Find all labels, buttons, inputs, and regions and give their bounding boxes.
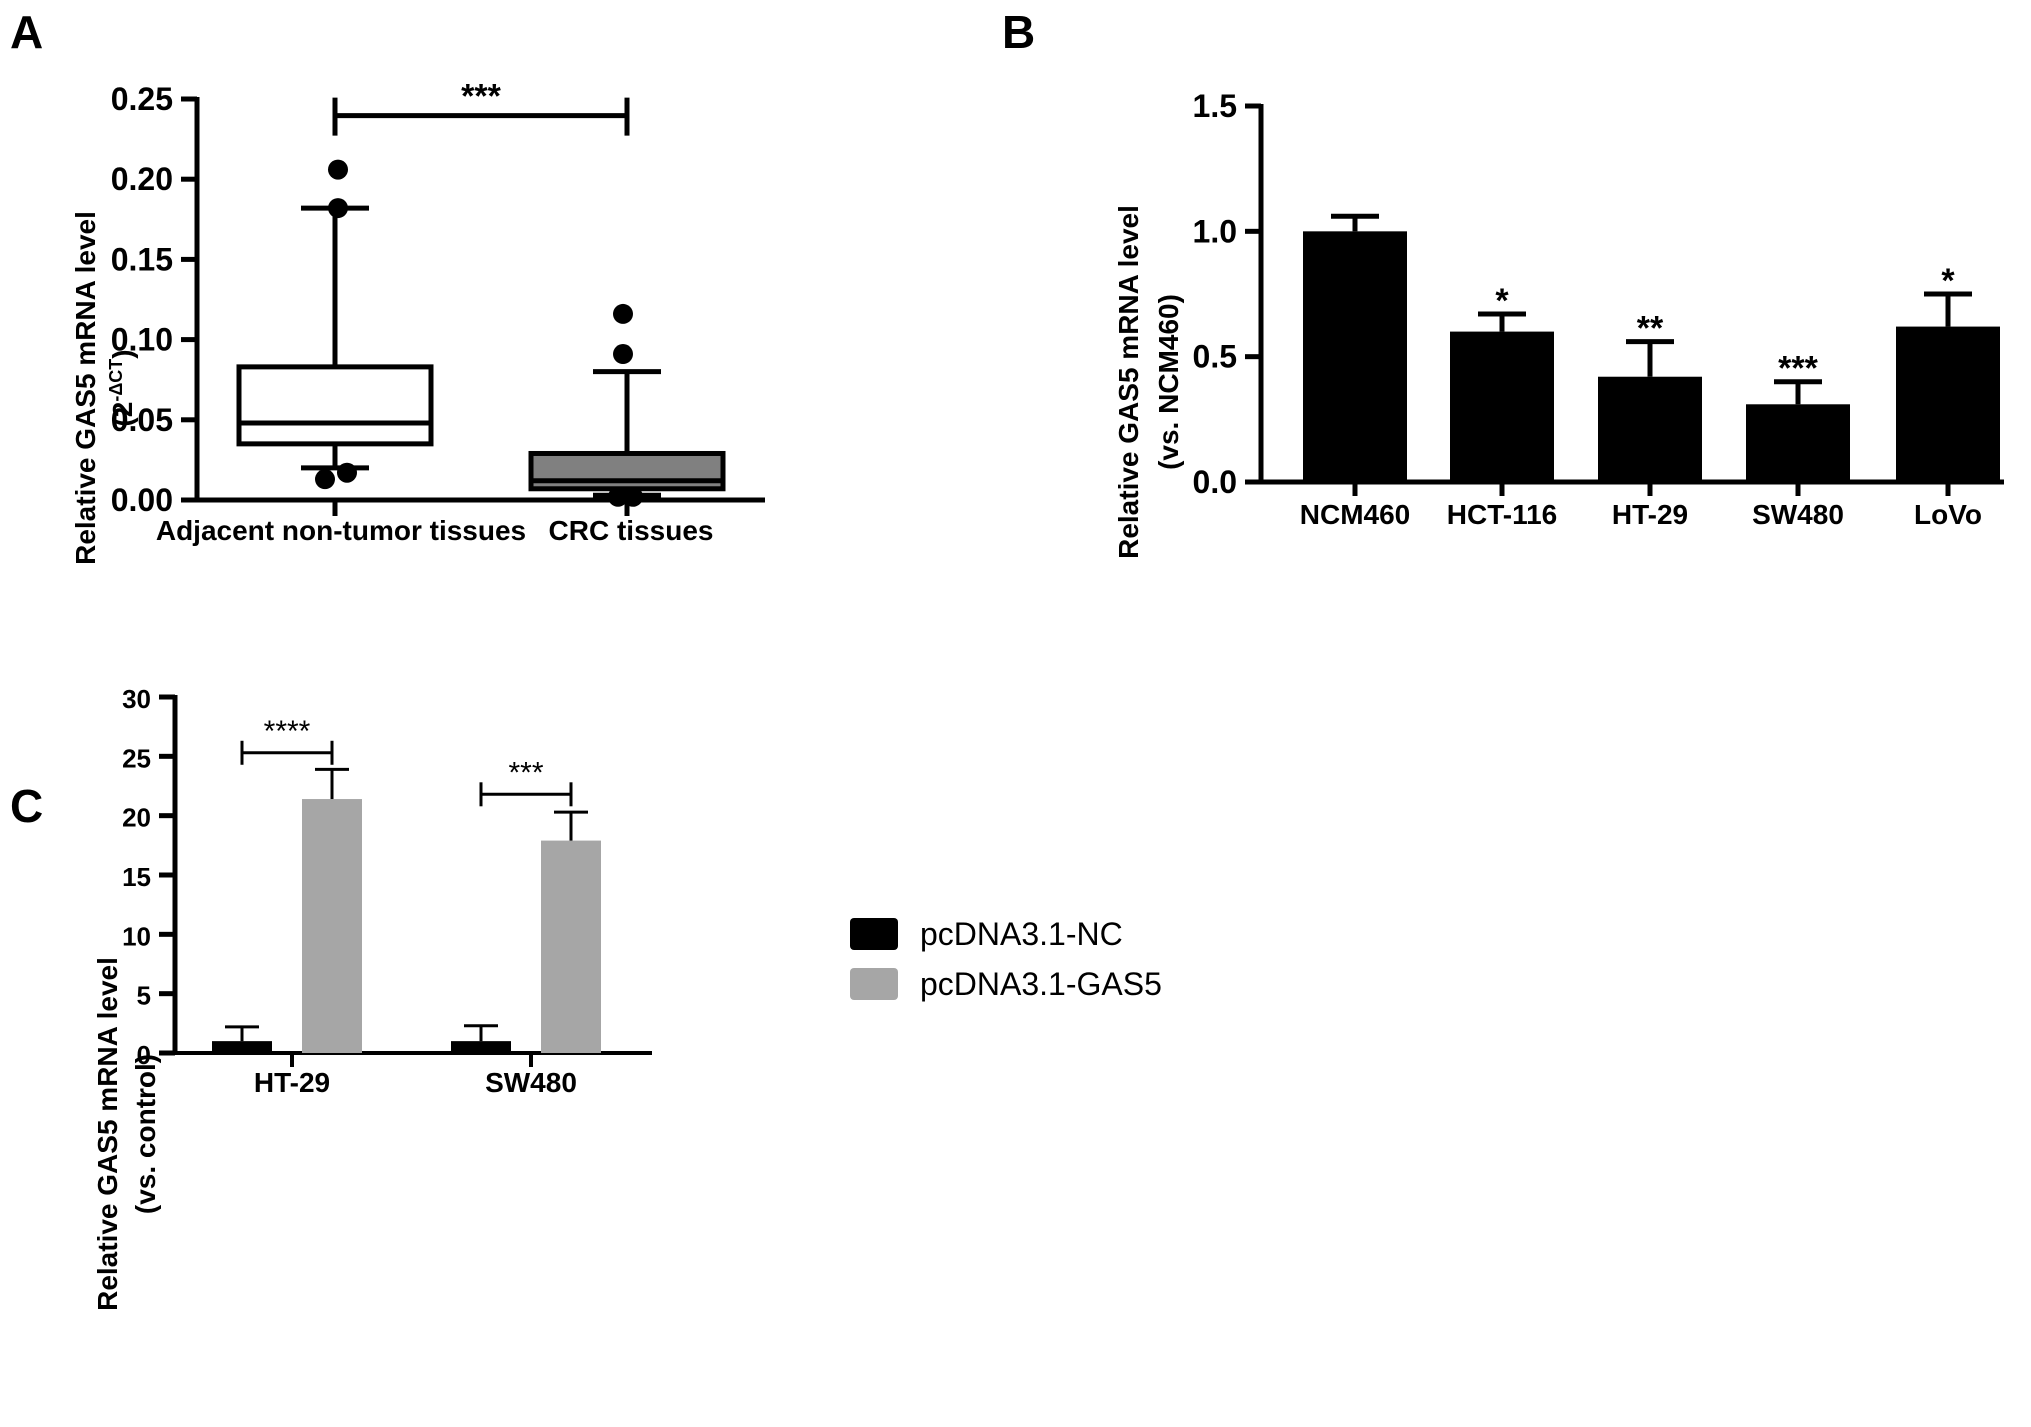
panel-b-bar — [1896, 326, 2000, 482]
panel-a-outlier-point — [328, 159, 348, 180]
panel-b-x-tick-label: HCT-116 — [1447, 499, 1558, 530]
panel-b-x-tick-label: SW480 — [1752, 499, 1844, 530]
panel-b-significance-label: * — [1495, 282, 1509, 320]
panel-a-ylabel-unit: (2-ΔCT) — [106, 349, 138, 426]
panel-c-x-tick-label: HT-29 — [254, 1067, 330, 1098]
panel-c-legend: pcDNA3.1-NC pcDNA3.1-GAS5 — [850, 916, 1162, 1002]
legend-label-gas5: pcDNA3.1-GAS5 — [920, 966, 1162, 1002]
panel-b-bar — [1450, 331, 1554, 482]
panel-c-y-tick-label: 30 — [122, 684, 151, 714]
panel-b-y-tick-label: 0.0 — [1193, 464, 1237, 500]
panel-b-significance-label: *** — [1778, 350, 1818, 388]
panel-a-x-tick-label: Adjacent non-tumor tissues — [156, 515, 526, 546]
panel-c-y-tick-label: 20 — [122, 803, 151, 833]
panel-c-y-tick-label: 10 — [122, 921, 151, 951]
panel-letter-a: A — [10, 6, 43, 58]
legend-swatch-gas5 — [850, 968, 898, 1000]
panel-a-y-tick-label: 0.00 — [111, 482, 173, 518]
panel-a-ylabel: Relative GAS5 mRNA level — [70, 211, 101, 565]
panel-a-y-tick-label: 0.05 — [111, 402, 173, 438]
panel-b-ylabel-line2: (vs. NCM460) — [1153, 294, 1184, 470]
panel-b-x-tick-label: HT-29 — [1612, 499, 1688, 530]
panel-b-y-tick-label: 1.0 — [1193, 213, 1237, 249]
panel-letter-b: B — [1002, 6, 1035, 58]
panel-a-y-tick-label: 0.15 — [111, 241, 173, 277]
panel-b-bar — [1598, 376, 1702, 482]
panel-b-bar — [1303, 231, 1407, 482]
panel-b-x-tick-label: LoVo — [1914, 499, 1982, 530]
panel-b-y-tick-label: 1.5 — [1193, 88, 1237, 124]
panel-a-ylabel-close: ) — [107, 349, 138, 358]
panel-a-y-tick-label: 0.25 — [111, 81, 173, 117]
panel-a-significance-label: *** — [461, 78, 501, 116]
panel-a-outlier-point — [613, 344, 633, 365]
legend-label-nc: pcDNA3.1-NC — [920, 916, 1123, 952]
panel-a-outlier-point — [328, 198, 348, 219]
panel-b-barchart: Relative GAS5 mRNA level (vs. NCM460) 0.… — [1113, 88, 2004, 559]
panel-a-ylabel-base: (2 — [107, 402, 138, 427]
panel-a-outlier-point — [608, 486, 628, 507]
panel-c-y-tick-label: 0 — [137, 1040, 151, 1070]
panel-letter-c: C — [10, 780, 43, 832]
panel-c-significance-label: *** — [508, 756, 543, 789]
panel-b-y-tick-label: 0.5 — [1193, 339, 1237, 375]
panel-b-ylabel: Relative GAS5 mRNA level — [1113, 205, 1144, 559]
panel-a-box — [528, 450, 726, 492]
panel-a-outlier-point — [315, 469, 335, 490]
panel-b-significance-label: ** — [1637, 310, 1664, 348]
panel-a-outlier-point — [613, 303, 633, 324]
legend-swatch-nc — [850, 918, 898, 950]
panel-b-significance-label: * — [1941, 262, 1955, 300]
panel-b-bar — [1746, 404, 1850, 482]
panel-c-bar — [451, 1041, 511, 1053]
panel-a-ylabel-sup: -ΔCT — [106, 359, 126, 402]
panel-c-bar — [541, 840, 601, 1053]
panel-a-x-tick-label: CRC tissues — [549, 515, 714, 546]
panel-c-ylabel-line2: (vs. control) — [130, 1054, 161, 1214]
panel-c-bar — [212, 1041, 272, 1053]
panel-a-box — [236, 364, 434, 447]
panel-c-ylabel: Relative GAS5 mRNA level — [92, 957, 123, 1311]
panel-a-y-tick-label: 0.20 — [111, 161, 173, 197]
panel-c-bar — [302, 799, 362, 1053]
panel-c-significance-label: **** — [264, 715, 311, 748]
panel-c-y-tick-label: 15 — [122, 862, 151, 892]
panel-a-outlier-point — [623, 486, 643, 507]
panel-c-x-tick-label: SW480 — [485, 1067, 577, 1098]
panel-a-y-tick-label: 0.10 — [111, 322, 173, 358]
panel-c-y-tick-label: 25 — [122, 743, 151, 773]
panel-c-grouped-barchart: Relative GAS5 mRNA level (vs. control) p… — [92, 684, 1162, 1311]
panel-c-y-tick-label: 5 — [137, 981, 151, 1011]
panel-b-x-tick-label: NCM460 — [1300, 499, 1410, 530]
panel-a-outlier-point — [337, 462, 357, 483]
panel-a-boxplot: Relative GAS5 mRNA level (2-ΔCT) 0.00 0.0… — [70, 78, 765, 565]
